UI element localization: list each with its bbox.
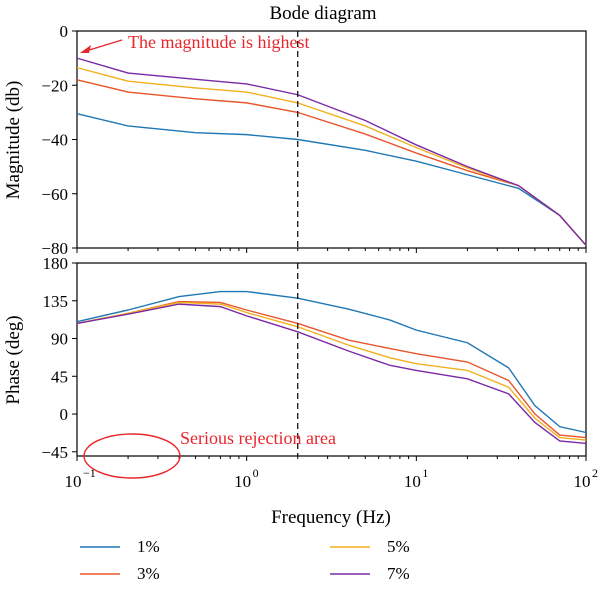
magnitude-y-axis-label: Magnitude (db) [3, 81, 24, 200]
phase-y-axis-label: Phase (deg) [3, 315, 24, 404]
magnitude-series [76, 57, 587, 246]
magnitude-y-tick-label: 0 [60, 22, 69, 41]
annotation-arrowhead [80, 45, 91, 53]
annotation-arrow-line [85, 39, 123, 52]
frequency-x-tick-exponent: −1 [83, 466, 96, 480]
frequency-x-axis-label: Frequency (Hz) [271, 507, 391, 528]
frequency-x-tick-label: 10 [65, 472, 82, 491]
frequency-x-tick-label: 10 [404, 472, 421, 491]
frequency-x-ticks: 10 −1 10 0 10 1 10 2 [65, 248, 598, 491]
legend-label: 3% [137, 564, 160, 583]
frequency-x-tick-exponent: 0 [253, 466, 259, 480]
frequency-x-tick-exponent: 1 [422, 466, 428, 480]
phase-panel-frame [76, 262, 587, 457]
rejection-area-ellipse [83, 433, 181, 479]
magnitude-series-1pct [76, 113, 587, 246]
phase-series-1pct [76, 290, 587, 434]
magnitude-y-tick-label: −80 [41, 239, 68, 258]
legend-label: 7% [387, 564, 410, 583]
phase-y-tick-label: 45 [51, 367, 68, 386]
phase-y-tick-label: 180 [43, 254, 69, 273]
annotation-rejection-area: Serious rejection area [180, 428, 336, 448]
phase-y-tick-label: −45 [41, 443, 68, 462]
frequency-x-tick-exponent: 2 [592, 466, 598, 480]
magnitude-series-7pct [76, 57, 587, 246]
magnitude-annotation: The magnitude is highest [80, 32, 309, 53]
magnitude-y-ticks: 0 −20 −40 −60 −80 [41, 22, 77, 258]
chart-title: Bode diagram [269, 3, 376, 24]
phase-series-3pct [76, 300, 587, 439]
magnitude-y-tick-label: −60 [41, 185, 68, 204]
phase-y-tick-label: 0 [60, 405, 69, 424]
phase-y-tick-label: 135 [43, 292, 69, 311]
phase-series-7pct [76, 303, 587, 445]
frequency-x-tick-label: 10 [574, 472, 591, 491]
phase-series [76, 290, 587, 445]
magnitude-series-3pct [76, 79, 587, 246]
magnitude-y-tick-label: −40 [41, 131, 68, 150]
phase-annotation: Serious rejection area [83, 428, 336, 479]
phase-series-5pct [76, 301, 587, 441]
frequency-x-tick-label: 10 [234, 472, 251, 491]
magnitude-panel-frame [76, 30, 587, 249]
phase-y-tick-label: 90 [51, 330, 68, 349]
legend-label: 1% [137, 537, 160, 556]
magnitude-y-tick-label: −20 [41, 76, 68, 95]
legend: 1% 5% 3% 7% [80, 537, 410, 583]
annotation-magnitude-highest: The magnitude is highest [128, 32, 309, 52]
phase-y-ticks: 180 135 90 45 0 −45 [41, 254, 77, 462]
legend-label: 5% [387, 537, 410, 556]
